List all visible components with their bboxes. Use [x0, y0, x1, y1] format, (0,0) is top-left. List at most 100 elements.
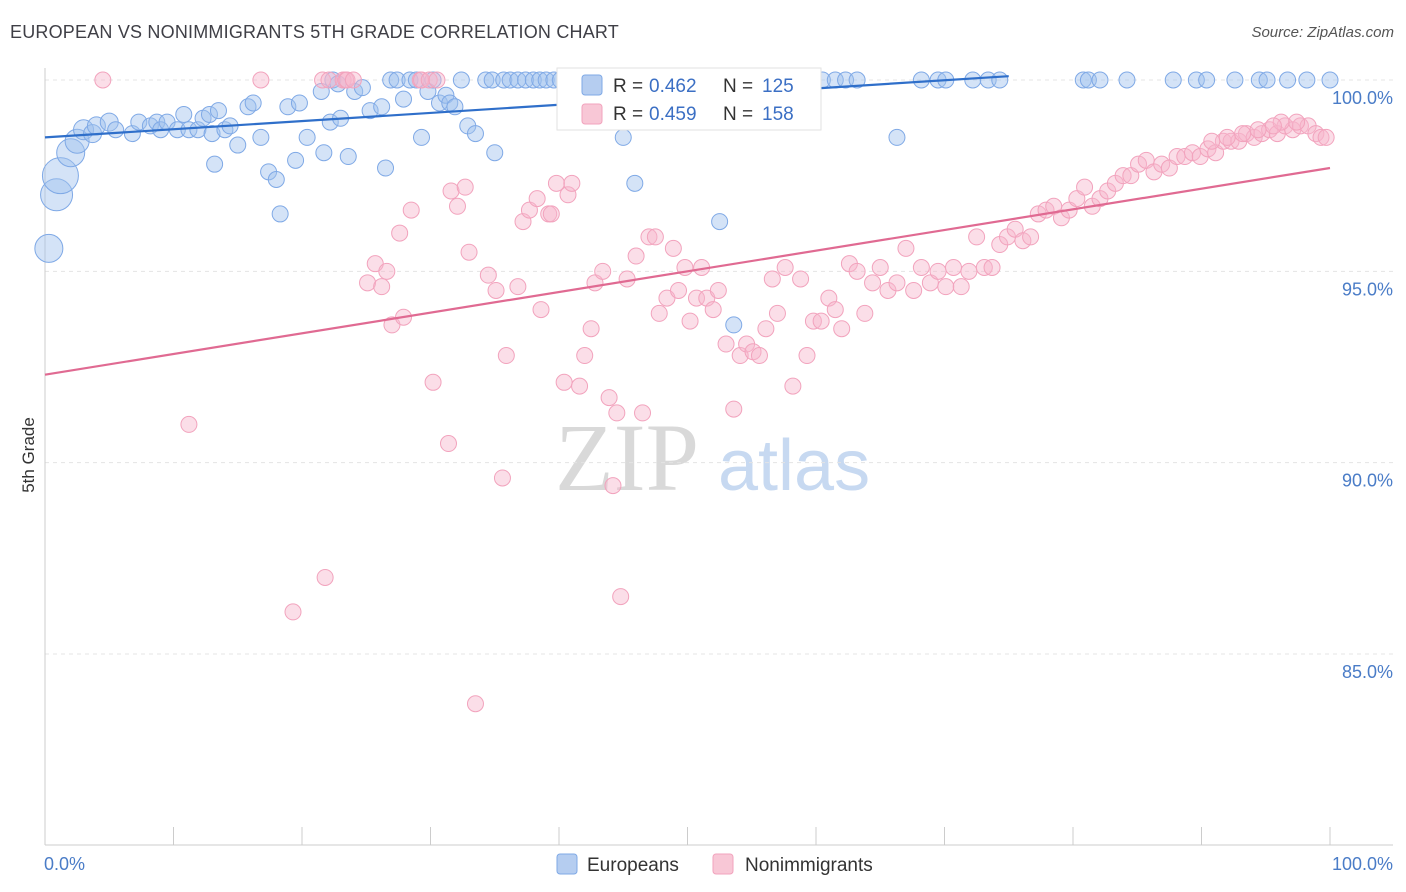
data-point — [704, 301, 722, 319]
data-point — [203, 125, 221, 143]
data-point — [229, 136, 247, 154]
data-point — [1234, 125, 1252, 143]
data-point — [477, 71, 495, 89]
data-point — [320, 71, 338, 89]
data-point — [487, 281, 505, 299]
data-point — [757, 320, 775, 338]
y-tick-label: 100.0% — [1332, 88, 1393, 108]
axes — [44, 68, 1393, 846]
legend-swatch-europeans — [581, 74, 603, 96]
data-point — [290, 94, 308, 112]
data-point — [271, 205, 289, 223]
watermark-zip: ZIP — [555, 404, 699, 511]
y-tick-labels: 85.0% 90.0% 95.0% 100.0% — [1332, 88, 1393, 682]
data-point — [681, 312, 699, 330]
data-point — [395, 90, 413, 108]
data-point — [952, 278, 970, 296]
data-point — [424, 71, 442, 89]
data-point — [452, 71, 470, 89]
data-point — [1187, 71, 1205, 89]
data-point — [594, 262, 612, 280]
bottom-legend-label-europeans: Europeans — [587, 855, 679, 876]
data-point — [798, 347, 816, 365]
y-tick-label: 85.0% — [1342, 662, 1393, 682]
data-point — [528, 190, 546, 208]
data-point — [1264, 117, 1282, 135]
data-point — [612, 588, 630, 606]
data-point — [200, 105, 218, 123]
data-point — [378, 262, 396, 280]
data-point — [339, 148, 357, 166]
trend-line — [44, 166, 1331, 376]
data-point — [912, 259, 930, 277]
data-point — [826, 301, 844, 319]
data-point — [373, 98, 391, 116]
data-point — [888, 128, 906, 146]
data-point — [1164, 71, 1182, 89]
data-point — [604, 477, 622, 495]
data-point — [401, 71, 419, 89]
data-point — [56, 138, 86, 168]
data-point — [359, 274, 377, 292]
data-point — [725, 400, 743, 418]
trend-line — [44, 75, 1009, 139]
data-point — [848, 262, 866, 280]
data-point — [750, 347, 768, 365]
data-point — [848, 71, 866, 89]
data-point — [991, 71, 1009, 89]
data-point — [929, 262, 947, 280]
data-point — [442, 182, 460, 200]
data-point — [402, 201, 420, 219]
data-point — [864, 274, 882, 292]
data-point — [497, 347, 515, 365]
data-point — [1153, 155, 1171, 173]
data-point — [968, 228, 986, 246]
data-point — [634, 404, 652, 422]
bottom-legend: Europeans Nonimmigrants — [556, 853, 873, 876]
chart-title: EUROPEAN VS NONIMMIGRANTS 5TH GRADE CORR… — [10, 22, 620, 42]
data-point — [407, 71, 425, 89]
source-label: Source: ZipAtlas.com — [1251, 24, 1394, 41]
bottom-legend-swatch-nonimmigrants — [712, 853, 734, 875]
x-tick-label-min: 0.0% — [44, 854, 85, 874]
grid-lines — [45, 79, 1393, 655]
data-point — [582, 320, 600, 338]
data-point — [175, 105, 193, 123]
legend-r-label-nonimmigrants: R = — [613, 104, 643, 125]
data-point — [1288, 113, 1306, 131]
data-point — [670, 281, 688, 299]
data-point — [1118, 71, 1136, 89]
data-point — [437, 86, 455, 104]
data-point — [428, 71, 446, 89]
data-point — [180, 415, 198, 433]
data-point — [646, 228, 664, 246]
data-point — [964, 71, 982, 89]
data-point — [626, 174, 644, 192]
data-point — [479, 266, 497, 284]
data-point — [316, 568, 334, 586]
y-tick-label: 90.0% — [1342, 471, 1393, 491]
data-point — [944, 259, 962, 277]
data-point — [1272, 113, 1290, 131]
data-point — [1074, 71, 1092, 89]
data-point — [983, 259, 1001, 277]
data-point — [856, 304, 874, 322]
data-point — [252, 128, 270, 146]
data-point — [1249, 121, 1267, 139]
x-tick-label-max: 100.0% — [1332, 854, 1393, 874]
legend-r-value-nonimmigrants: 0.459 — [649, 104, 697, 125]
legend-swatch-nonimmigrants — [581, 103, 603, 125]
data-point — [493, 469, 511, 487]
data-point — [1199, 140, 1217, 158]
data-point — [495, 71, 513, 89]
bottom-legend-swatch-europeans — [556, 853, 578, 875]
data-point — [640, 228, 658, 246]
data-point — [1312, 128, 1330, 146]
data-point — [284, 603, 302, 621]
data-point — [614, 128, 632, 146]
data-point — [792, 270, 810, 288]
data-point — [1076, 178, 1094, 196]
data-point — [314, 71, 332, 89]
data-point — [1203, 132, 1221, 150]
